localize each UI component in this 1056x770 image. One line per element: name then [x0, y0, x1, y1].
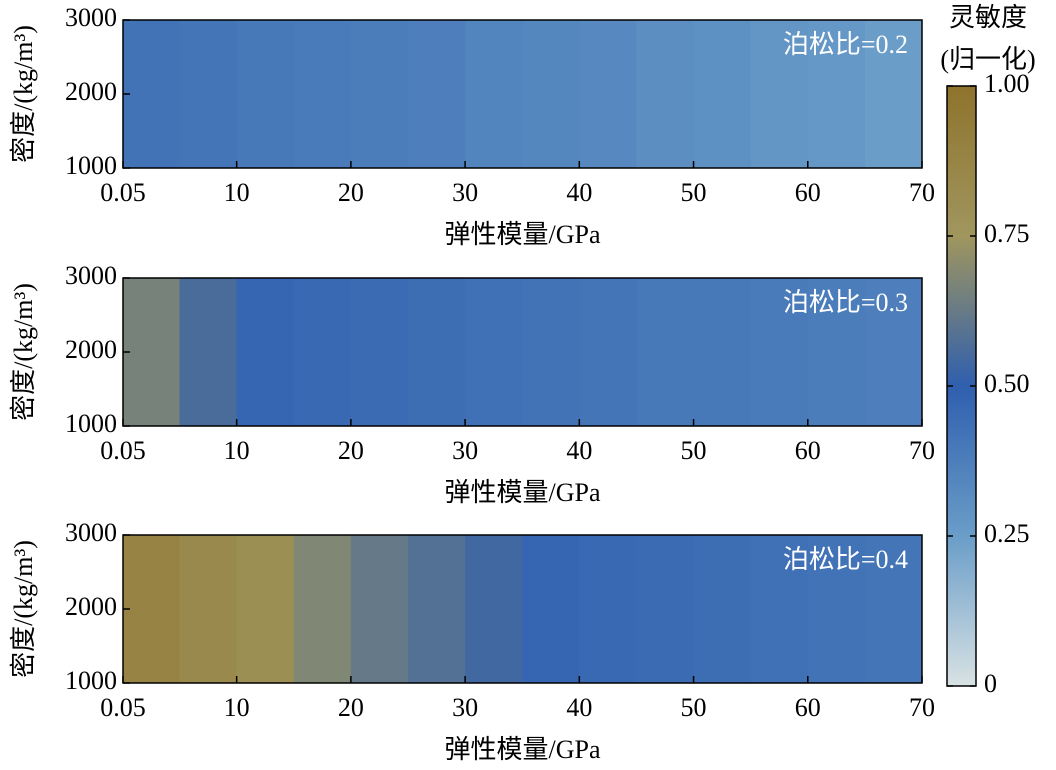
heat-cell	[864, 535, 923, 683]
x-tick-label: 70	[909, 178, 935, 207]
x-tick-label: 20	[338, 436, 364, 465]
y-tick-label: 3000	[65, 518, 117, 547]
x-axis-label: 弹性模量/GPa	[444, 478, 600, 507]
heat-cell	[807, 535, 866, 683]
heat-cell	[350, 535, 409, 683]
x-tick-label: 40	[566, 693, 592, 722]
heat-cell	[407, 20, 466, 168]
heat-cell	[179, 535, 238, 683]
x-tick-label: 50	[681, 693, 707, 722]
heat-cell	[693, 278, 752, 426]
x-tick-label: 20	[338, 178, 364, 207]
heat-cell	[579, 20, 637, 168]
heat-cell	[693, 535, 752, 683]
x-tick-label: 50	[681, 436, 707, 465]
x-axis-label: 弹性模量/GPa	[444, 735, 600, 764]
heat-cell	[579, 535, 637, 683]
x-axis-label: 弹性模量/GPa	[444, 220, 600, 249]
heat-cell	[407, 278, 466, 426]
y-tick-label: 2000	[65, 592, 117, 621]
x-tick-label: 60	[795, 436, 821, 465]
heat-cell	[465, 20, 523, 168]
heat-cell	[636, 278, 695, 426]
heat-cell	[293, 20, 352, 168]
y-axis-label: 密度/(kg/m³)	[9, 283, 38, 421]
y-tick-label: 2000	[65, 335, 117, 364]
heat-cell	[636, 535, 695, 683]
annotation: 泊松比=0.2	[783, 30, 908, 59]
colorbar-tick-label: 0.25	[984, 519, 1030, 548]
heat-cell	[522, 535, 580, 683]
heat-cell	[236, 535, 295, 683]
x-tick-label: 10	[224, 178, 250, 207]
annotation: 泊松比=0.3	[783, 288, 908, 317]
heat-cell	[179, 20, 238, 168]
heat-cell	[864, 278, 923, 426]
colorbar-tick-label: 0.50	[984, 369, 1030, 398]
heat-cell	[123, 535, 181, 683]
heat-cell	[179, 278, 238, 426]
heat-cell	[693, 20, 752, 168]
x-tick-label: 10	[224, 693, 250, 722]
x-tick-label: 20	[338, 693, 364, 722]
heat-cell	[236, 278, 295, 426]
heat-cell	[350, 278, 409, 426]
x-tick-label: 30	[452, 178, 478, 207]
colorbar-tick-label: 1.00	[984, 69, 1030, 98]
x-tick-label: 50	[681, 178, 707, 207]
heat-cell	[350, 20, 409, 168]
y-tick-label: 3000	[65, 3, 117, 32]
heat-cell	[750, 535, 809, 683]
x-tick-label: 60	[795, 693, 821, 722]
heat-cell	[407, 535, 466, 683]
y-tick-label: 2000	[65, 77, 117, 106]
y-axis-label: 密度/(kg/m³)	[9, 540, 38, 678]
x-tick-label: 40	[566, 436, 592, 465]
heat-cell	[750, 278, 809, 426]
colorbar-title: (归一化)	[940, 45, 1035, 74]
heat-cell	[579, 278, 637, 426]
colorbar-tick-label: 0.75	[984, 219, 1030, 248]
x-tick-label: 70	[909, 693, 935, 722]
colorbar-tick-label: 0	[984, 669, 997, 698]
y-tick-label: 3000	[65, 261, 117, 290]
y-axis-label: 密度/(kg/m³)	[9, 25, 38, 163]
x-tick-label: 40	[566, 178, 592, 207]
annotation: 泊松比=0.4	[783, 545, 908, 574]
heat-cell	[864, 20, 923, 168]
heat-cell	[465, 535, 523, 683]
colorbar-title: 灵敏度	[949, 3, 1027, 32]
y-tick-label: 1000	[65, 151, 117, 180]
y-tick-label: 1000	[65, 409, 117, 438]
x-tick-label: 0.05	[100, 178, 146, 207]
x-tick-label: 0.05	[100, 436, 146, 465]
heat-cell	[636, 20, 695, 168]
heat-cell	[123, 20, 181, 168]
x-tick-label: 30	[452, 693, 478, 722]
heat-cell	[807, 278, 866, 426]
heat-cell	[293, 535, 352, 683]
x-tick-label: 0.05	[100, 693, 146, 722]
heat-cell	[750, 20, 809, 168]
x-tick-label: 10	[224, 436, 250, 465]
heat-cell	[807, 20, 866, 168]
heat-cell	[522, 20, 580, 168]
heat-cell	[293, 278, 352, 426]
heat-cell	[465, 278, 523, 426]
x-tick-label: 30	[452, 436, 478, 465]
heat-cell	[522, 278, 580, 426]
x-tick-label: 70	[909, 436, 935, 465]
heat-cell	[123, 278, 181, 426]
y-tick-label: 1000	[65, 666, 117, 695]
heat-cell	[236, 20, 295, 168]
x-tick-label: 60	[795, 178, 821, 207]
